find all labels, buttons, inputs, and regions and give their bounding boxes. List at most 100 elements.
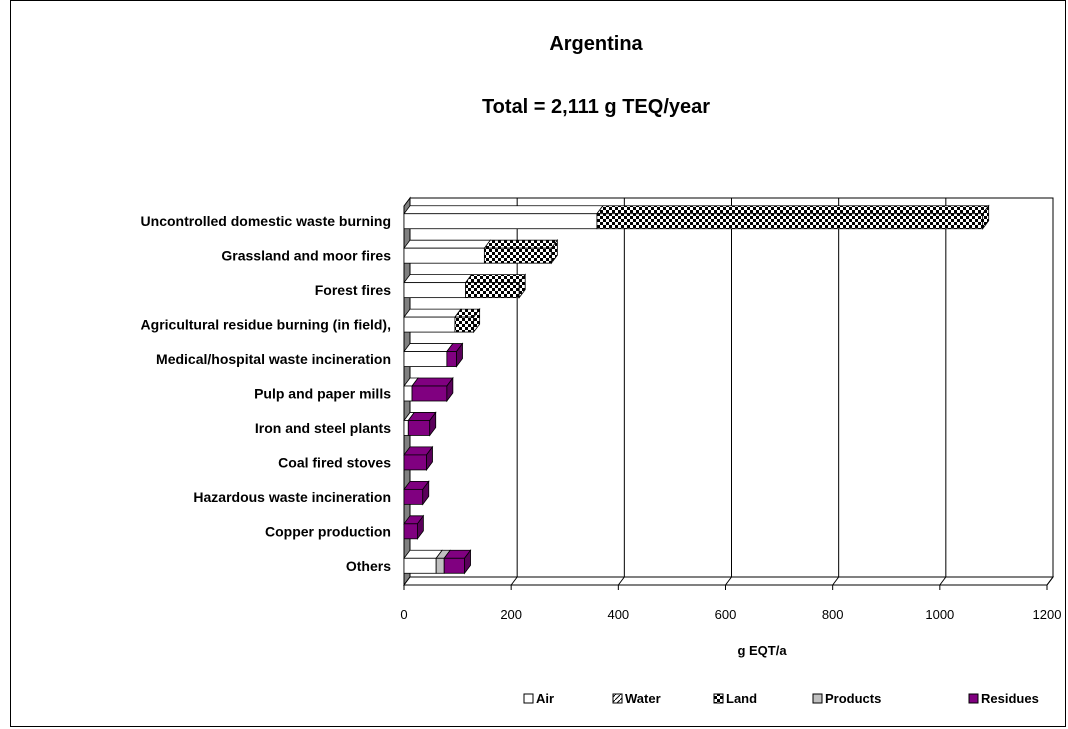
floor-gridline (832, 576, 840, 586)
x-tick-label: 1200 (1033, 607, 1062, 622)
legend: Air Water Land Products Residues (523, 691, 1039, 706)
x-axis-label: g EQT/a (737, 643, 787, 658)
bar-top-face (403, 274, 473, 284)
bar-segment-air (403, 549, 443, 574)
category-labels: Uncontrolled domestic waste burning Grass… (141, 213, 392, 574)
floor-gridline (725, 576, 732, 586)
category-label: Hazardous waste incineration (193, 489, 391, 505)
x-tick-label: 400 (607, 607, 629, 622)
bar-front-face (403, 385, 413, 402)
bar-top-face (403, 239, 492, 249)
floor-gridline (510, 576, 518, 586)
bar-front-face (403, 557, 437, 574)
bar-front-face (407, 420, 431, 436)
bar-front-face (403, 454, 427, 471)
category-label: Iron and steel plants (255, 420, 391, 436)
legend-item-air: Air (523, 691, 554, 706)
bar-top-face (464, 274, 527, 284)
category-label: Coal fired stoves (278, 454, 391, 470)
floor-gridline (617, 576, 625, 586)
chart-title: Argentina (549, 33, 643, 55)
legend-swatch (523, 693, 534, 704)
bar-front-face (403, 247, 485, 264)
legend-item-residues: Residues (968, 691, 1039, 706)
floor-gridline (939, 576, 947, 586)
bar-end-cap (422, 480, 430, 506)
category-label: Pulp and paper mills (254, 386, 391, 402)
bar-top-face (403, 549, 443, 559)
bar-top-face (596, 205, 990, 215)
legend-label: Residues (981, 691, 1039, 706)
bar-front-face (403, 213, 598, 230)
legend-swatch (812, 693, 823, 704)
x-tick-label: 0 (400, 607, 407, 622)
bar-segment-air (403, 274, 473, 299)
bar-front-face (483, 247, 552, 264)
bar-front-face (596, 213, 984, 230)
legend-swatch (713, 693, 724, 704)
category-label: Copper production (265, 523, 391, 539)
bar-front-face (446, 351, 457, 367)
bar-segment-air (403, 308, 462, 333)
legend-item-land: Land (713, 691, 757, 706)
bar-end-cap (464, 549, 471, 575)
bar-front-face (403, 351, 448, 367)
x-tick-label: 200 (500, 607, 522, 622)
x-tick-label: 600 (715, 607, 737, 622)
bar-top-face (403, 308, 462, 318)
bar-front-face (403, 282, 467, 299)
category-label: Grassland and moor fires (221, 248, 391, 264)
bar-top-face (411, 377, 454, 387)
x-tick-labels: 0 200 400 600 800 1000 1200 (400, 607, 1061, 622)
bar-segment-residues (407, 412, 437, 436)
bar-end-cap (446, 376, 454, 403)
legend-swatch (612, 693, 623, 704)
category-label: Others (346, 558, 391, 574)
bar-segment-residues (411, 377, 454, 402)
legend-label: Water (625, 691, 661, 706)
bar-end-cap (426, 445, 433, 472)
bar-segment-residues (443, 549, 472, 574)
legend-item-water: Water (612, 691, 661, 706)
bar-front-face (403, 316, 456, 333)
bar-front-face (435, 557, 445, 574)
legend-label: Air (536, 691, 554, 706)
bar-front-face (454, 316, 475, 333)
bar-front-face (403, 488, 424, 505)
bar-end-cap (518, 273, 526, 299)
x-tick-label: 800 (822, 607, 844, 622)
bar-end-cap (550, 238, 558, 265)
category-label: Medical/hospital waste incineration (156, 351, 391, 367)
bar-segment-land (464, 274, 527, 299)
bar-segment-air (403, 343, 454, 367)
bar-segment-land (483, 239, 559, 264)
bar-top-face (403, 343, 454, 352)
bar-end-cap (429, 411, 437, 437)
bar-segment-air (403, 205, 604, 230)
bar-segment-land (596, 205, 990, 230)
bar-end-cap (416, 514, 424, 541)
bar-front-face (403, 523, 418, 540)
bar-top-face (483, 239, 559, 249)
bar-segment-air (403, 239, 492, 264)
legend-label: Land (726, 691, 757, 706)
bar-top-face (403, 205, 604, 215)
category-label: Forest fires (315, 282, 391, 298)
category-label: Uncontrolled domestic waste burning (141, 213, 391, 229)
bar-segment-residues (403, 480, 430, 505)
bar-front-face (411, 385, 448, 402)
legend-label: Products (825, 691, 881, 706)
floor-gridline (1046, 576, 1054, 586)
bar-front-face (443, 557, 465, 574)
category-label: Agricultural residue burning (in field), (141, 317, 391, 333)
chart-subtitle: Total = 2,111 g TEQ/year (482, 96, 710, 118)
bar-end-cap (982, 204, 990, 230)
legend-item-products: Products (812, 691, 881, 706)
bar-front-face (465, 282, 520, 299)
bar-front-face (403, 420, 409, 436)
bars-group (403, 204, 990, 575)
legend-swatch (968, 693, 979, 704)
x-tick-label: 1000 (925, 607, 954, 622)
bar-end-cap (473, 307, 481, 334)
